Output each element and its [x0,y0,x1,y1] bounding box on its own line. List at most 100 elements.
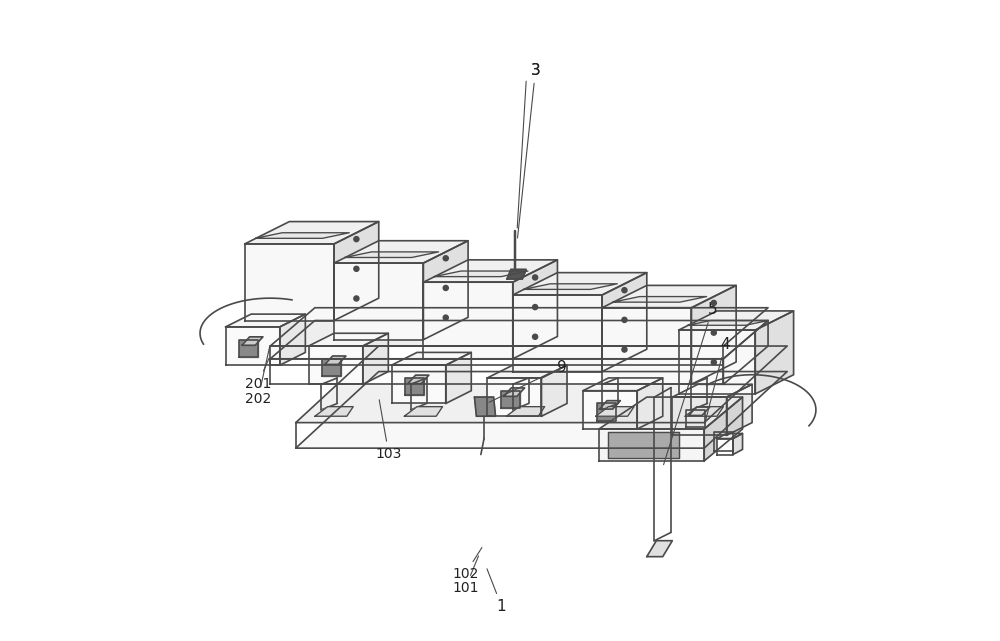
Polygon shape [523,284,617,289]
Polygon shape [405,378,424,395]
Circle shape [443,285,448,290]
Polygon shape [226,327,280,365]
Polygon shape [280,314,305,365]
Polygon shape [513,260,557,359]
Polygon shape [717,433,743,438]
Polygon shape [714,432,733,451]
Polygon shape [408,375,429,383]
Polygon shape [597,403,616,420]
Polygon shape [226,314,305,327]
Polygon shape [717,438,733,454]
Circle shape [622,317,627,322]
Polygon shape [309,333,388,346]
Polygon shape [513,295,602,372]
Circle shape [354,296,359,301]
Polygon shape [507,269,526,279]
Polygon shape [599,397,743,429]
Polygon shape [423,282,513,359]
Polygon shape [434,271,528,277]
Polygon shape [309,346,363,385]
Circle shape [533,275,538,280]
Circle shape [354,237,359,242]
Polygon shape [608,432,679,458]
Polygon shape [270,359,723,385]
Polygon shape [599,429,704,461]
Polygon shape [322,359,341,376]
Polygon shape [423,260,557,282]
Polygon shape [255,233,349,238]
Polygon shape [446,353,471,403]
Circle shape [622,347,627,352]
Polygon shape [679,311,794,330]
Polygon shape [727,385,752,435]
Circle shape [711,301,716,306]
Text: 5: 5 [664,302,717,465]
Polygon shape [325,356,346,365]
Polygon shape [541,365,567,416]
Text: 4: 4 [705,337,730,423]
Circle shape [443,315,448,320]
Polygon shape [672,397,727,435]
Polygon shape [596,406,634,416]
Circle shape [533,334,538,339]
Circle shape [443,256,448,261]
Polygon shape [363,333,388,385]
Polygon shape [637,378,663,429]
Polygon shape [487,378,541,416]
Polygon shape [345,252,439,258]
Text: 101: 101 [452,556,479,595]
Polygon shape [245,244,334,320]
Text: 3: 3 [531,63,540,78]
Polygon shape [334,222,379,320]
Polygon shape [487,365,567,378]
Polygon shape [647,541,672,556]
Polygon shape [270,346,723,365]
Polygon shape [296,346,787,422]
Polygon shape [723,320,768,385]
Circle shape [533,304,538,310]
Polygon shape [239,340,258,357]
Circle shape [711,330,716,335]
Polygon shape [513,272,647,295]
Text: 1: 1 [487,569,506,614]
Polygon shape [583,391,637,429]
Polygon shape [602,308,691,385]
Polygon shape [392,353,471,365]
Polygon shape [602,272,647,372]
Text: 9: 9 [489,360,567,403]
Polygon shape [242,337,263,345]
Polygon shape [691,285,736,385]
Polygon shape [686,410,705,427]
Polygon shape [423,241,468,340]
Polygon shape [689,407,710,415]
Polygon shape [334,241,468,263]
Polygon shape [704,397,743,461]
Polygon shape [392,365,446,403]
Polygon shape [672,385,752,397]
Polygon shape [583,378,663,391]
Polygon shape [613,297,707,302]
Polygon shape [501,390,520,408]
Polygon shape [599,401,620,409]
Polygon shape [755,311,794,394]
Polygon shape [334,263,423,340]
Polygon shape [504,388,525,396]
Polygon shape [404,406,443,416]
Polygon shape [270,320,768,359]
Circle shape [711,360,716,365]
Polygon shape [315,406,353,416]
Polygon shape [474,397,496,416]
Text: 102: 102 [452,547,482,581]
Text: 3: 3 [518,63,540,238]
Text: 103: 103 [376,400,402,461]
Polygon shape [733,433,743,454]
Circle shape [622,288,627,293]
Circle shape [354,266,359,271]
Polygon shape [602,285,736,308]
Polygon shape [688,320,768,325]
Polygon shape [245,222,379,244]
Polygon shape [506,406,545,416]
Polygon shape [296,372,787,448]
Polygon shape [679,330,755,394]
Polygon shape [270,308,768,346]
